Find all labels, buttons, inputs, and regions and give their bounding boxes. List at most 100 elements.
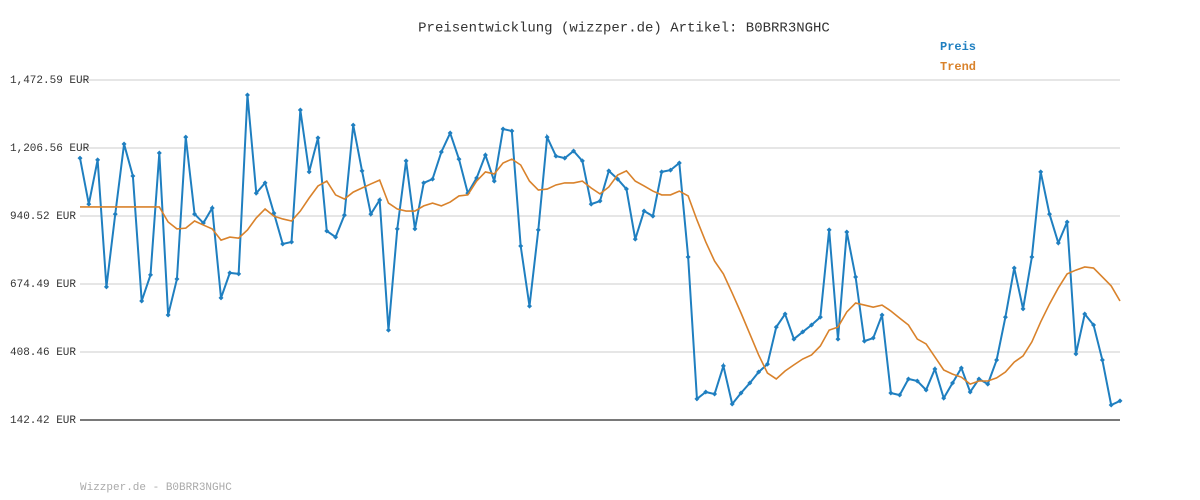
data-point — [192, 211, 198, 217]
data-point — [174, 276, 180, 282]
data-point — [421, 180, 427, 186]
data-point — [641, 208, 647, 214]
data-point — [385, 327, 391, 333]
data-point — [606, 168, 612, 174]
data-point — [923, 387, 929, 393]
data-point — [782, 311, 788, 317]
data-point — [1082, 311, 1088, 317]
data-point — [227, 270, 233, 276]
data-point — [941, 395, 947, 401]
data-point — [756, 369, 762, 375]
data-point — [809, 322, 815, 328]
data-point — [817, 314, 823, 320]
data-point — [518, 243, 524, 249]
data-point — [306, 169, 312, 175]
data-point — [112, 211, 118, 217]
data-point — [835, 336, 841, 342]
data-point — [668, 167, 674, 173]
data-point — [1099, 357, 1105, 363]
data-point — [165, 312, 171, 318]
data-point — [359, 168, 365, 174]
data-point — [623, 186, 629, 192]
data-point — [967, 389, 973, 395]
data-point — [1020, 306, 1026, 312]
data-point — [412, 226, 418, 232]
data-point — [430, 176, 436, 182]
data-point — [685, 254, 691, 260]
data-point — [1055, 240, 1061, 246]
data-point — [86, 201, 92, 207]
data-point — [571, 148, 577, 154]
data-point — [244, 92, 250, 98]
data-point — [694, 396, 700, 402]
y-tick-label: 674.49 EUR — [10, 279, 76, 291]
data-point — [905, 376, 911, 382]
data-point — [1091, 322, 1097, 328]
data-point — [544, 134, 550, 140]
data-point — [1108, 402, 1114, 408]
data-point — [447, 130, 453, 136]
data-point — [861, 338, 867, 344]
data-point — [897, 392, 903, 398]
data-point — [491, 178, 497, 184]
series-line — [80, 158, 1121, 385]
data-point — [1046, 211, 1052, 217]
data-point — [1002, 314, 1008, 320]
data-point — [253, 190, 259, 196]
data-point — [236, 271, 242, 277]
data-point — [632, 236, 638, 242]
data-point — [1011, 265, 1017, 271]
data-point — [500, 126, 506, 132]
y-tick-label: 1,206.56 EUR — [10, 143, 90, 155]
data-point — [676, 160, 682, 166]
data-point — [579, 158, 585, 164]
data-point — [535, 227, 541, 233]
data-point — [738, 390, 744, 396]
data-point — [870, 335, 876, 341]
data-point — [333, 234, 339, 240]
data-point — [77, 155, 83, 161]
data-point — [958, 365, 964, 371]
data-point — [703, 389, 709, 395]
data-point — [932, 366, 938, 372]
data-point — [562, 155, 568, 161]
data-point — [800, 329, 806, 335]
series-line — [79, 94, 1121, 407]
data-point — [482, 152, 488, 158]
data-point — [791, 336, 797, 342]
chart-title: Preisentwicklung (wizzper.de) Artikel: B… — [418, 21, 830, 37]
data-point — [650, 213, 656, 219]
data-point — [218, 295, 224, 301]
data-point — [826, 227, 832, 233]
data-point — [1029, 254, 1035, 260]
data-point — [368, 211, 374, 217]
data-point — [148, 272, 154, 278]
legend-entry: Preis — [940, 40, 976, 54]
data-point — [764, 361, 770, 367]
data-point — [280, 241, 286, 247]
y-tick-label: 940.52 EUR — [10, 211, 76, 223]
data-point — [139, 298, 145, 304]
data-point — [262, 180, 268, 186]
data-point — [377, 197, 383, 203]
footer: Wizzper.de - B0BRR3NGHC — [80, 482, 232, 494]
data-point — [1073, 351, 1079, 357]
data-point — [888, 390, 894, 396]
data-point — [438, 149, 444, 155]
data-point — [324, 228, 330, 234]
y-tick-label: 1,472.59 EUR — [10, 75, 90, 87]
data-point — [121, 141, 127, 147]
data-point — [720, 363, 726, 369]
data-point — [747, 380, 753, 386]
data-point — [773, 324, 779, 330]
y-tick-label: 408.46 EUR — [10, 347, 76, 359]
data-point — [289, 239, 295, 245]
data-point — [985, 381, 991, 387]
data-point — [553, 153, 559, 159]
data-point — [297, 107, 303, 113]
data-point — [403, 158, 409, 164]
y-tick-label: 142.42 EUR — [10, 415, 76, 427]
data-point — [341, 212, 347, 218]
data-point — [209, 205, 215, 211]
data-point — [103, 284, 109, 290]
